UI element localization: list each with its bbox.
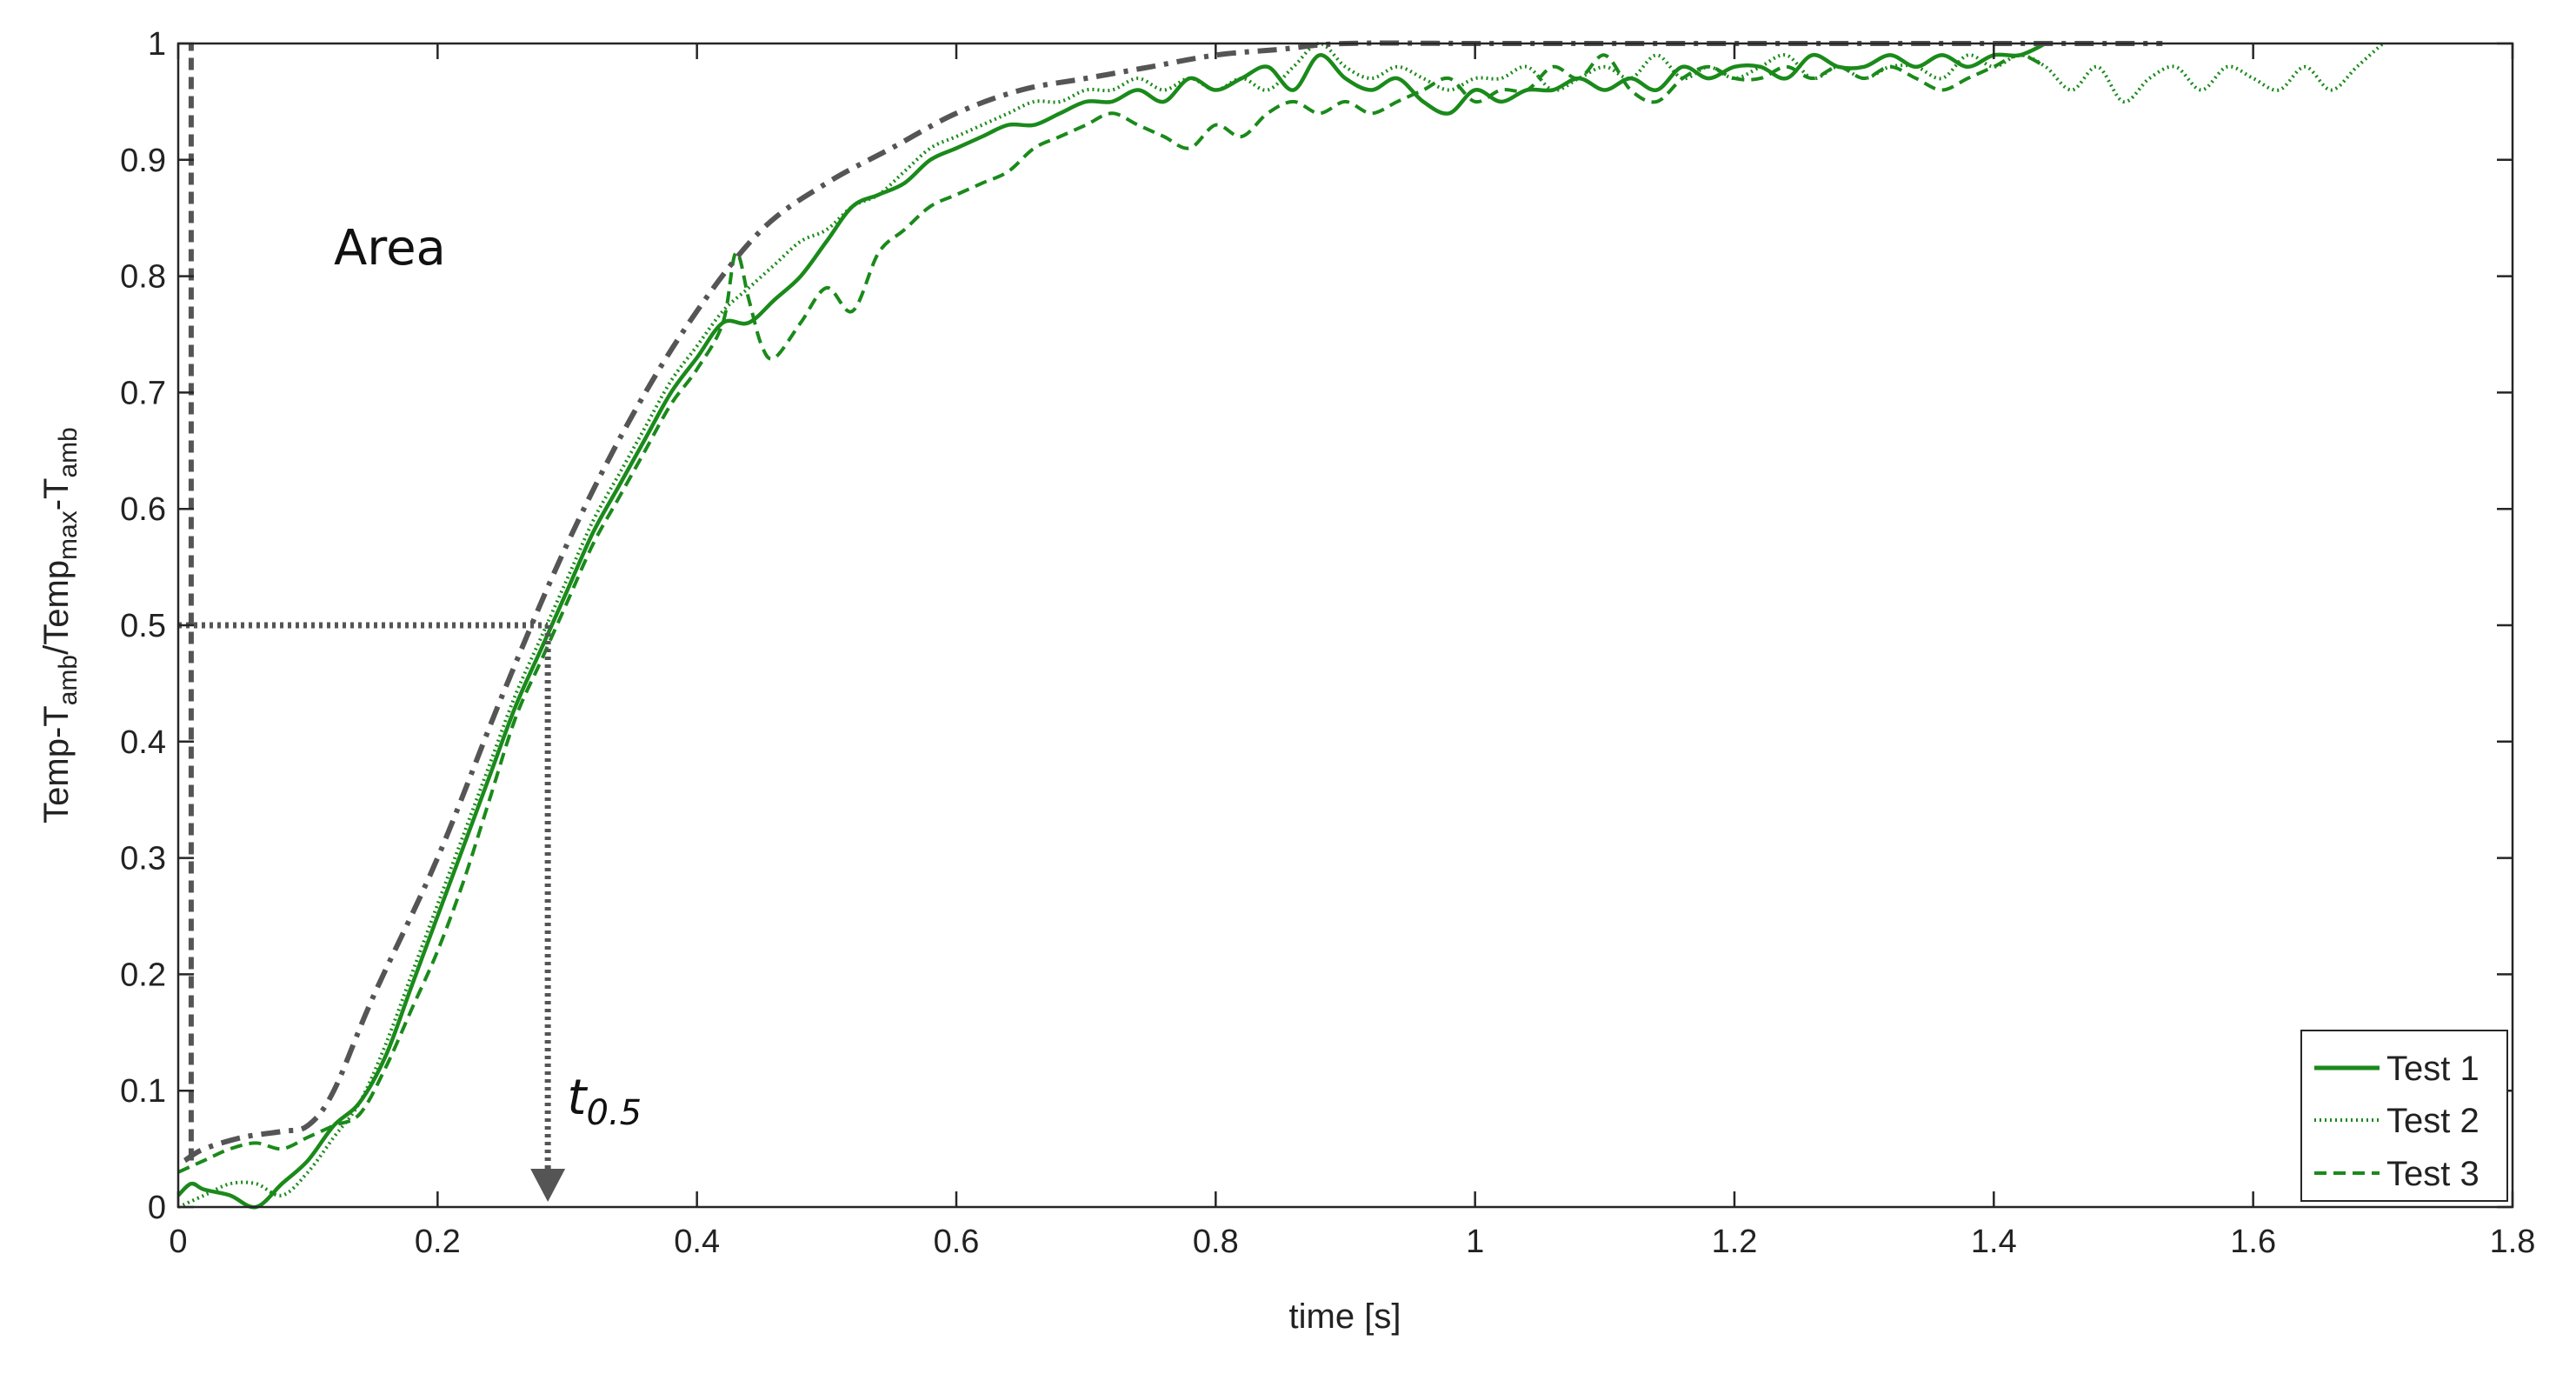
x-tick-label: 1.2 bbox=[1712, 1224, 1758, 1260]
x-tick-label: 1.6 bbox=[2230, 1224, 2276, 1260]
y-tick-label: 0.1 bbox=[120, 1073, 166, 1110]
x-tick-label: 1.8 bbox=[2490, 1224, 2536, 1260]
y-tick-label: 0.7 bbox=[120, 375, 166, 411]
y-tick-label: 0.8 bbox=[120, 259, 166, 296]
y-tick-label: 0.6 bbox=[120, 491, 166, 528]
y-axis-title: Temp-Tamb/Tempmax-Tamb bbox=[37, 427, 83, 824]
series-line-test-1 bbox=[176, 41, 2047, 1210]
series-line-test-2 bbox=[177, 42, 2385, 1209]
legend-label-test-1: Test 1 bbox=[2386, 1050, 2479, 1088]
reference-layer bbox=[178, 40, 2163, 1202]
y-axis-title-part: /Temp bbox=[37, 560, 76, 655]
legend-label-test-2: Test 2 bbox=[2386, 1102, 2479, 1140]
y-axis-ticks: 0 0.1 0.2 0.3 0.4 0.5 0.6 0.7 0.8 0.9 1 bbox=[120, 26, 2513, 1226]
series-layer bbox=[176, 41, 2385, 1210]
y-axis-title-subscript: amb bbox=[54, 655, 83, 705]
x-axis-ticks: 0 0.2 0.4 0.6 0.8 1 1.2 1.4 1.6 1.8 bbox=[169, 43, 2535, 1260]
x-tick-label: 0.2 bbox=[415, 1224, 461, 1260]
x-tick-label: 0 bbox=[169, 1224, 187, 1260]
y-tick-label: 1 bbox=[148, 26, 166, 63]
y-axis-title-part: Temp-T bbox=[37, 705, 76, 824]
area-annotation: Area bbox=[334, 220, 446, 277]
y-axis-title-part: -T bbox=[37, 478, 76, 511]
y-axis-title-subscript: max bbox=[54, 510, 83, 560]
y-tick-label: 0.9 bbox=[120, 143, 166, 179]
y-tick-label: 0.3 bbox=[120, 841, 166, 877]
series-line-test-3 bbox=[177, 53, 2047, 1174]
x-tick-label: 0.4 bbox=[674, 1224, 720, 1260]
t-half-arrow-icon bbox=[530, 1169, 566, 1202]
x-tick-label: 0.6 bbox=[934, 1224, 980, 1260]
y-tick-label: 0 bbox=[148, 1190, 166, 1226]
y-tick-label: 0.5 bbox=[120, 608, 166, 644]
t-half-annotation-subscript: 0.5 bbox=[586, 1093, 642, 1133]
plot-area-background bbox=[178, 43, 2513, 1207]
x-axis-title: time [s] bbox=[1289, 1297, 1401, 1336]
y-axis-title-subscript: amb bbox=[54, 427, 83, 477]
legend: Test 1 Test 2 Test 3 bbox=[2300, 1030, 2508, 1202]
t-half-annotation: t0.5 bbox=[568, 1070, 642, 1133]
legend-label-test-3: Test 3 bbox=[2386, 1155, 2479, 1193]
x-tick-label: 1 bbox=[1466, 1224, 1484, 1260]
x-tick-label: 1.4 bbox=[1971, 1224, 2017, 1260]
y-tick-label: 0.4 bbox=[120, 724, 166, 761]
x-tick-label: 0.8 bbox=[1193, 1224, 1239, 1260]
y-tick-label: 0.2 bbox=[120, 957, 166, 993]
t-half-annotation-main: t bbox=[568, 1070, 589, 1126]
